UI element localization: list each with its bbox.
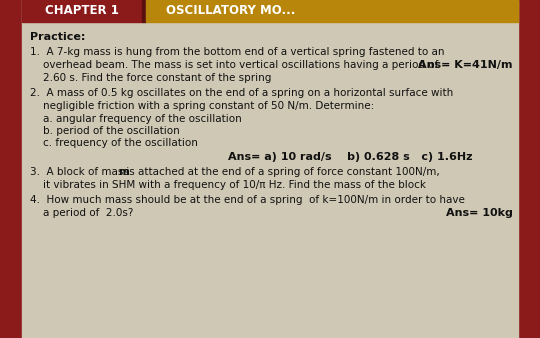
Text: CHAPTER 1: CHAPTER 1 [45, 4, 119, 18]
Text: it vibrates in SHM with a frequency of 10/π Hz. Find the mass of the block: it vibrates in SHM with a frequency of 1… [30, 180, 426, 190]
Text: Ans= K=41N/m: Ans= K=41N/m [418, 60, 513, 70]
Text: Practice:: Practice: [30, 32, 85, 42]
Text: m: m [118, 167, 129, 177]
Text: Ans= a) 10 rad/s    b) 0.628 s   c) 1.6Hz: Ans= a) 10 rad/s b) 0.628 s c) 1.6Hz [228, 152, 472, 162]
Text: 2.60 s. Find the force constant of the spring: 2.60 s. Find the force constant of the s… [30, 73, 272, 83]
Text: b. period of the oscillation: b. period of the oscillation [30, 126, 180, 136]
Text: a period of  2.0s?: a period of 2.0s? [30, 208, 133, 218]
Text: 4.  How much mass should be at the end of a spring  of k=100N/m in order to have: 4. How much mass should be at the end of… [30, 195, 465, 205]
Bar [518, 0, 540, 338]
Text: 1.  A 7-kg mass is hung from the bottom end of a vertical spring fastened to an: 1. A 7-kg mass is hung from the bottom e… [30, 47, 444, 57]
Bar [142, 0, 146, 22]
Text: OSCILLATORY MO...: OSCILLATORY MO... [166, 4, 295, 18]
Text: c. frequency of the oscillation: c. frequency of the oscillation [30, 138, 198, 148]
Text: 3.  A block of mass: 3. A block of mass [30, 167, 132, 177]
Bar [146, 0, 518, 22]
Text: 2.  A mass of 0.5 kg oscillates on the end of a spring on a horizontal surface w: 2. A mass of 0.5 kg oscillates on the en… [30, 88, 453, 98]
Text: a. angular frequency of the oscillation: a. angular frequency of the oscillation [30, 114, 242, 124]
Text: Ans= 10kg: Ans= 10kg [446, 208, 513, 218]
Text: negligible friction with a spring constant of 50 N/m. Determine:: negligible friction with a spring consta… [30, 101, 374, 111]
Bar [22, 0, 142, 22]
Text: is attached at the end of a spring of force constant 100N/m,: is attached at the end of a spring of fo… [123, 167, 440, 177]
Bar [0, 0, 22, 338]
Text: overhead beam. The mass is set into vertical oscillations having a period of: overhead beam. The mass is set into vert… [30, 60, 438, 70]
